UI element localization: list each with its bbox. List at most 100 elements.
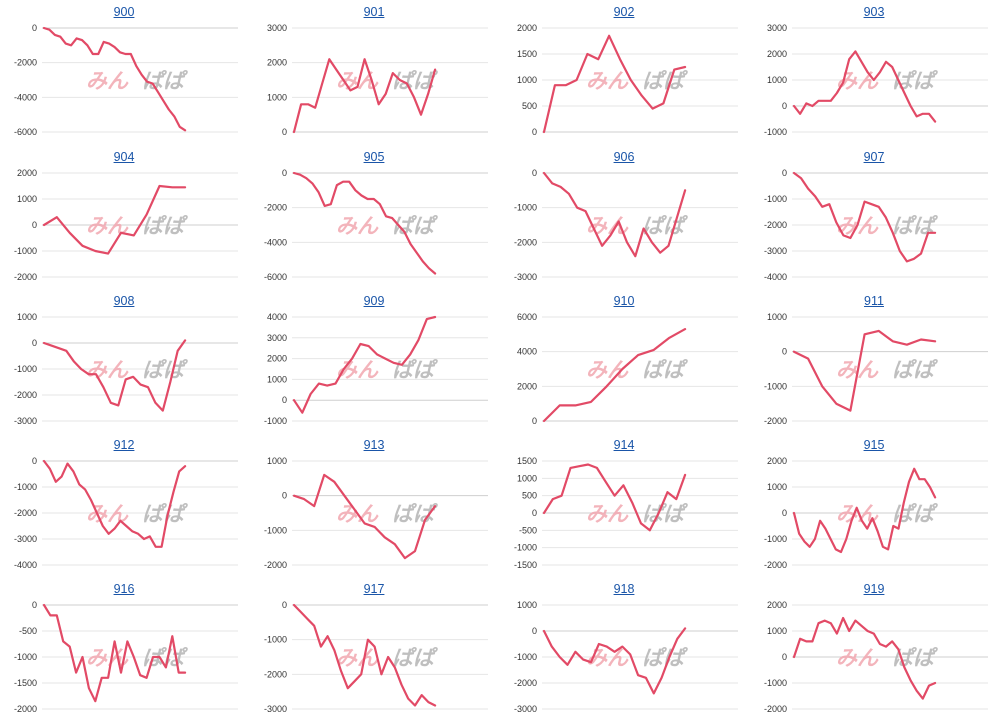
y-tick-label: -2000 [264, 669, 287, 679]
y-tick-label: -3000 [514, 272, 537, 282]
chart-title-link[interactable]: 907 [863, 150, 885, 164]
chart-panel-907: 907 0 -1000 -2000 -3000 -4000 みん ぱぱ [750, 149, 998, 291]
watermark-logo-part1: みん [586, 502, 629, 526]
y-tick-label: -2000 [764, 704, 787, 714]
y-tick-label: 0 [282, 168, 287, 178]
y-tick-label: -2000 [764, 416, 787, 426]
y-tick-label: 0 [282, 395, 287, 405]
watermark-logo-part2: ぱぱ [892, 358, 939, 382]
chart-title-link[interactable]: 916 [113, 582, 135, 596]
series-line [42, 459, 187, 548]
y-tick-label: 0 [532, 168, 537, 178]
y-tick-label: 0 [532, 416, 537, 426]
y-tick-label: -2000 [764, 220, 787, 230]
watermark-logo-part2: ぱぱ [142, 69, 189, 93]
y-tick-label: 1000 [17, 194, 37, 204]
y-tick-label: 0 [532, 626, 537, 636]
y-tick-label: -2000 [14, 272, 37, 282]
y-tick-label: 0 [782, 101, 787, 111]
y-tick-label: -1000 [764, 381, 787, 391]
y-tick-label: -2000 [14, 704, 37, 714]
y-tick-label: 0 [32, 220, 37, 230]
y-tick-label: -2000 [14, 390, 37, 400]
y-tick-label: -500 [519, 525, 537, 535]
y-tick-label: 0 [782, 652, 787, 662]
series-line [42, 184, 187, 255]
chart-title-link[interactable]: 909 [363, 294, 385, 308]
y-tick-label: 2000 [517, 381, 537, 391]
y-tick-label: 1000 [767, 312, 787, 322]
watermark-logo-part2: ぱぱ [142, 214, 189, 238]
chart-title-link[interactable]: 902 [613, 5, 635, 19]
chart-panel-905: 905 0 -2000 -4000 -6000 みん ぱぱ [250, 149, 498, 291]
chart-title-link[interactable]: 919 [863, 582, 885, 596]
chart-panel-911: 911 1000 0 -1000 -2000 みん ぱぱ [750, 293, 998, 435]
chart-panel-917: 917 0 -1000 -2000 -3000 みん ぱぱ [250, 581, 498, 723]
chart-title-link[interactable]: 905 [363, 150, 385, 164]
watermark-logo-part1: みん [86, 358, 129, 382]
y-tick-label: -1500 [14, 678, 37, 688]
y-tick-label: -3000 [264, 704, 287, 714]
y-tick-label: 0 [532, 127, 537, 137]
chart-panel-916: 916 0 -500 -1000 -1500 -2000 みん ぱぱ [0, 581, 248, 723]
chart-title-link[interactable]: 908 [113, 294, 135, 308]
chart-title-link[interactable]: 903 [863, 5, 885, 19]
y-tick-label: -1000 [764, 534, 787, 544]
chart-title-link[interactable]: 906 [613, 150, 635, 164]
chart-title-link[interactable]: 912 [113, 438, 135, 452]
chart-title-link[interactable]: 914 [613, 438, 635, 452]
series-line [542, 171, 687, 258]
chart-panel-902: 902 2000 1500 1000 500 0 みん ぱぱ [500, 4, 748, 146]
y-tick-label: 2000 [517, 23, 537, 33]
chart-title-link[interactable]: 918 [613, 582, 635, 596]
watermark-logo-part1: みん [836, 502, 879, 526]
series-line [42, 26, 187, 132]
y-tick-label: 1000 [767, 626, 787, 636]
y-tick-label: -6000 [14, 127, 37, 137]
chart-title-link[interactable]: 915 [863, 438, 885, 452]
chart-title-link[interactable]: 911 [864, 294, 884, 308]
y-tick-label: -3000 [14, 534, 37, 544]
y-tick-label: 0 [282, 600, 287, 610]
y-tick-label: -1000 [764, 678, 787, 688]
chart-panel-919: 919 2000 1000 0 -1000 -2000 みん ぱぱ [750, 581, 998, 723]
y-tick-label: 1500 [517, 456, 537, 466]
y-tick-label: 6000 [517, 312, 537, 322]
series-line [292, 603, 437, 707]
watermark-logo-part2: ぱぱ [642, 502, 689, 526]
chart-title-link[interactable]: 917 [363, 582, 385, 596]
y-tick-label: 4000 [517, 347, 537, 357]
y-tick-label: 1500 [517, 49, 537, 59]
y-tick-label: -2000 [514, 678, 537, 688]
chart-title-link[interactable]: 910 [613, 294, 635, 308]
y-tick-label: 1000 [517, 75, 537, 85]
y-tick-label: 0 [532, 508, 537, 518]
chart-panel-900: 900 0 -2000 -4000 -6000 みん ぱぱ [0, 4, 248, 146]
y-tick-label: -1000 [14, 246, 37, 256]
y-tick-label: 3000 [267, 333, 287, 343]
y-tick-label: -1000 [764, 194, 787, 204]
chart-title-link[interactable]: 901 [363, 5, 385, 19]
series-line [42, 339, 187, 412]
y-tick-label: 0 [32, 456, 37, 466]
watermark-logo-part1: みん [86, 69, 129, 93]
watermark-logo-part2: ぱぱ [642, 214, 689, 238]
chart-panel-910: 910 6000 4000 2000 0 みん ぱぱ [500, 293, 748, 435]
y-tick-label: -4000 [264, 237, 287, 247]
y-tick-label: 2000 [767, 49, 787, 59]
chart-title-link[interactable]: 900 [113, 5, 135, 19]
y-tick-label: -2000 [14, 508, 37, 518]
y-tick-label: 0 [782, 168, 787, 178]
chart-title-link[interactable]: 913 [363, 438, 385, 452]
chart-title-link[interactable]: 904 [113, 150, 135, 164]
chart-panel-901: 901 3000 2000 1000 0 みん ぱぱ [250, 4, 498, 146]
